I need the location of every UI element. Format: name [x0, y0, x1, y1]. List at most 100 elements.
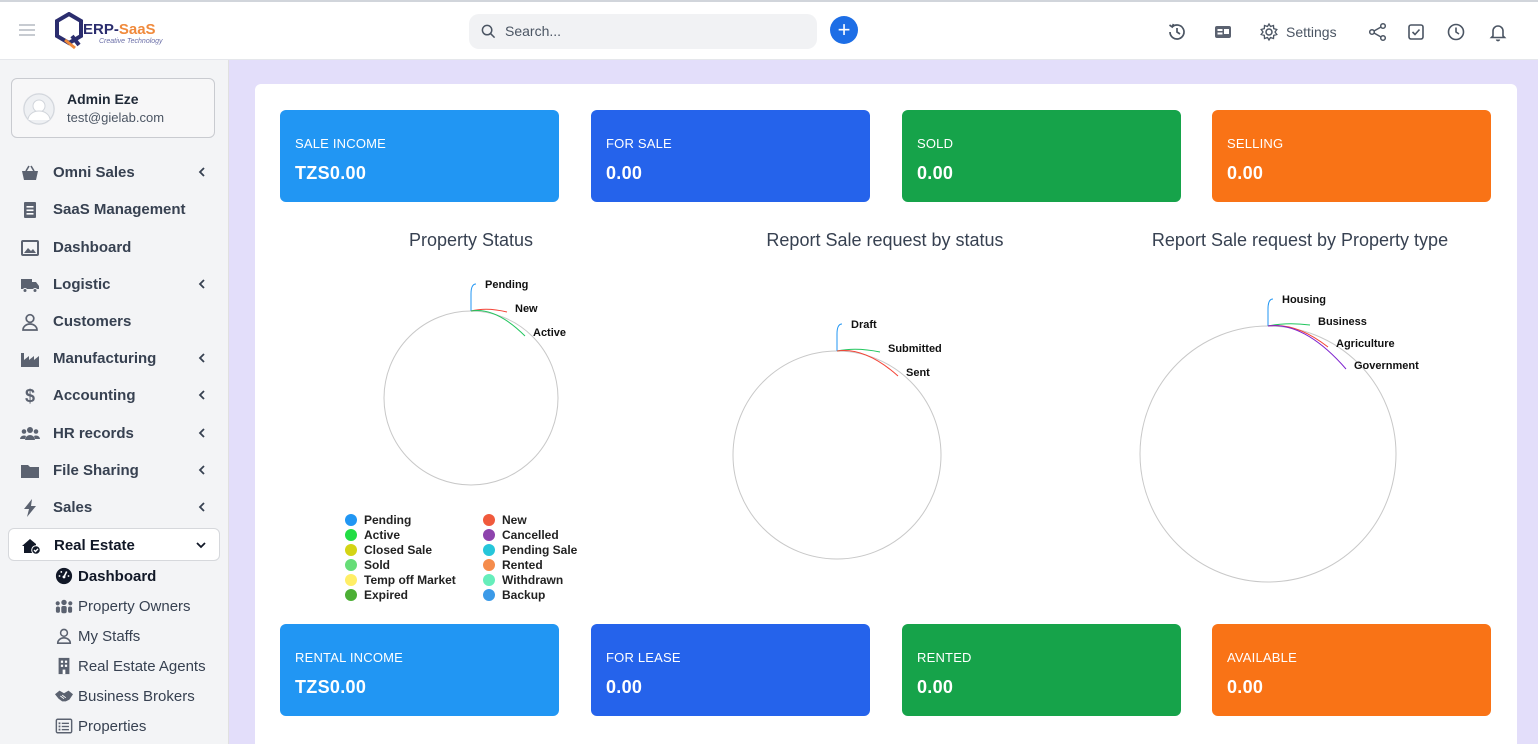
logo-tagline: Creative Technology: [99, 38, 163, 45]
pie-leader-line: [1267, 325, 1347, 370]
stat-card-sold[interactable]: SOLD 0.00: [902, 110, 1181, 202]
sidebar-item-file-sharing[interactable]: File Sharing: [8, 454, 220, 487]
property-status-legend: Pending New Active Cancelled Closed Sale Pend…: [345, 513, 605, 605]
chevron-left-icon: [198, 353, 205, 363]
list-alt-icon: [55, 718, 73, 734]
search-icon: [481, 24, 496, 39]
image-icon: [21, 240, 39, 256]
sidebar-item-sales[interactable]: Sales: [8, 491, 220, 524]
legend-swatch: [483, 544, 495, 556]
avatar: [23, 93, 55, 125]
stat-card-rented[interactable]: RENTED 0.00: [902, 624, 1181, 716]
legend-item[interactable]: New: [483, 513, 613, 528]
legend-label: Active: [364, 528, 401, 542]
list-icon: [24, 202, 36, 218]
sidebar-item-dashboard[interactable]: Dashboard: [8, 231, 220, 264]
legend-item[interactable]: Cancelled: [483, 528, 613, 543]
settings-link[interactable]: Settings: [1286, 24, 1337, 40]
user-icon: [22, 313, 38, 331]
sidebar: Admin Eze test@gielab.com Omni Sales Saa…: [0, 60, 229, 744]
clock-icon[interactable]: [1446, 22, 1466, 42]
gear-icon[interactable]: [1259, 22, 1279, 42]
sidebar-item-logistic[interactable]: Logistic: [8, 268, 220, 301]
legend-item[interactable]: Backup: [483, 588, 613, 603]
building-icon: [58, 657, 70, 675]
user-card[interactable]: Admin Eze test@gielab.com: [11, 78, 215, 138]
stat-card-selling[interactable]: SELLING 0.00: [1212, 110, 1491, 202]
legend-label: Closed Sale: [364, 543, 433, 557]
pie-leader-line: [836, 350, 899, 377]
sidebar-subitem-dashboard[interactable]: Dashboard: [54, 562, 224, 590]
legend-label: Rented: [502, 558, 543, 572]
chart-title-sale-request-status: Report Sale request by status: [766, 230, 1004, 250]
legend-swatch: [483, 589, 495, 601]
sidebar-item-real-estate[interactable]: Real Estate: [8, 528, 220, 561]
legend-swatch: [345, 544, 357, 556]
user-outline-icon: [56, 628, 72, 644]
sidebar-item-customers[interactable]: Customers: [8, 305, 220, 338]
id-card-icon[interactable]: [1213, 22, 1233, 42]
legend-item[interactable]: Rented: [483, 558, 613, 573]
pie-slice-label: Sent: [906, 367, 930, 379]
user-email: test@gielab.com: [67, 110, 165, 125]
menu-icon[interactable]: [19, 24, 35, 36]
legend-label: Cancelled: [502, 528, 559, 542]
pie-leader-line: [1267, 298, 1274, 326]
sidebar-item-saas-management[interactable]: SaaS Management: [8, 193, 220, 226]
stat-card-rental-income[interactable]: RENTAL INCOME TZS0.00: [280, 624, 559, 716]
legend-label: New: [502, 513, 527, 527]
add-button[interactable]: +: [830, 16, 858, 44]
pie-slice-label: Active: [533, 327, 566, 339]
sidebar-item-accounting[interactable]: $ Accounting: [8, 379, 220, 412]
svg-text:$: $: [25, 386, 35, 406]
legend-item[interactable]: Pending: [345, 513, 475, 528]
search-box[interactable]: [469, 14, 817, 49]
stat-card-for-sale[interactable]: FOR SALE 0.00: [591, 110, 870, 202]
sidebar-item-hr-records[interactable]: HR records: [8, 417, 220, 450]
sidebar-subitem-properties[interactable]: Properties: [54, 712, 224, 740]
pie-slice-label: Pending: [485, 279, 528, 291]
legend-swatch: [345, 514, 357, 526]
chevron-left-icon: [198, 390, 205, 400]
pie-slice-label: Submitted: [888, 343, 942, 355]
stat-card-sale-income[interactable]: SALE INCOME TZS0.00: [280, 110, 559, 202]
pie-slice-label: Agriculture: [1336, 338, 1395, 350]
legend-item[interactable]: Temp off Market: [345, 573, 475, 588]
legend-label: Sold: [364, 558, 390, 572]
sidebar-item-manufacturing[interactable]: Manufacturing: [8, 342, 220, 375]
pie-slice-label: New: [515, 303, 538, 315]
sidebar-item-omni-sales[interactable]: Omni Sales: [8, 156, 220, 189]
bell-icon[interactable]: [1488, 22, 1508, 42]
stat-card-for-lease[interactable]: FOR LEASE 0.00: [591, 624, 870, 716]
legend-swatch: [483, 574, 495, 586]
sidebar-subitem-real-estate-agents[interactable]: Real Estate Agents: [54, 652, 224, 680]
industry-icon: [21, 353, 39, 367]
legend-item[interactable]: Withdrawn: [483, 573, 613, 588]
stat-card-available[interactable]: AVAILABLE 0.00: [1212, 624, 1491, 716]
legend-item[interactable]: Expired: [345, 588, 475, 603]
sidebar-subitem-business-brokers[interactable]: Business Brokers: [54, 682, 224, 710]
legend-swatch: [345, 529, 357, 541]
house-check-icon: [22, 539, 41, 555]
legend-swatch: [345, 589, 357, 601]
legend-swatch: [483, 559, 495, 571]
pie-slice-label: Draft: [851, 319, 877, 331]
gauge-icon: [55, 567, 73, 585]
legend-item[interactable]: Active: [345, 528, 475, 543]
chevron-down-icon: [196, 542, 206, 549]
legend-item[interactable]: Pending Sale: [483, 543, 613, 558]
legend-label: Temp off Market: [364, 573, 456, 587]
sidebar-subitem-property-owners[interactable]: Property Owners: [54, 592, 224, 620]
legend-item[interactable]: Closed Sale: [345, 543, 475, 558]
search-input[interactable]: [505, 20, 805, 42]
legend-label: Expired: [364, 588, 409, 602]
user-name: Admin Eze: [67, 91, 139, 107]
share-icon[interactable]: [1368, 22, 1388, 42]
history-icon[interactable]: [1167, 22, 1187, 42]
app-logo[interactable]: ERP-SaaS Creative Technology: [55, 11, 170, 52]
top-bar: ERP-SaaS Creative Technology + Settings: [0, 0, 1538, 60]
legend-item[interactable]: Sold: [345, 558, 475, 573]
people-group-icon: [55, 599, 73, 614]
checkbox-icon[interactable]: [1406, 22, 1426, 42]
sidebar-subitem-my-staffs[interactable]: My Staffs: [54, 622, 224, 650]
